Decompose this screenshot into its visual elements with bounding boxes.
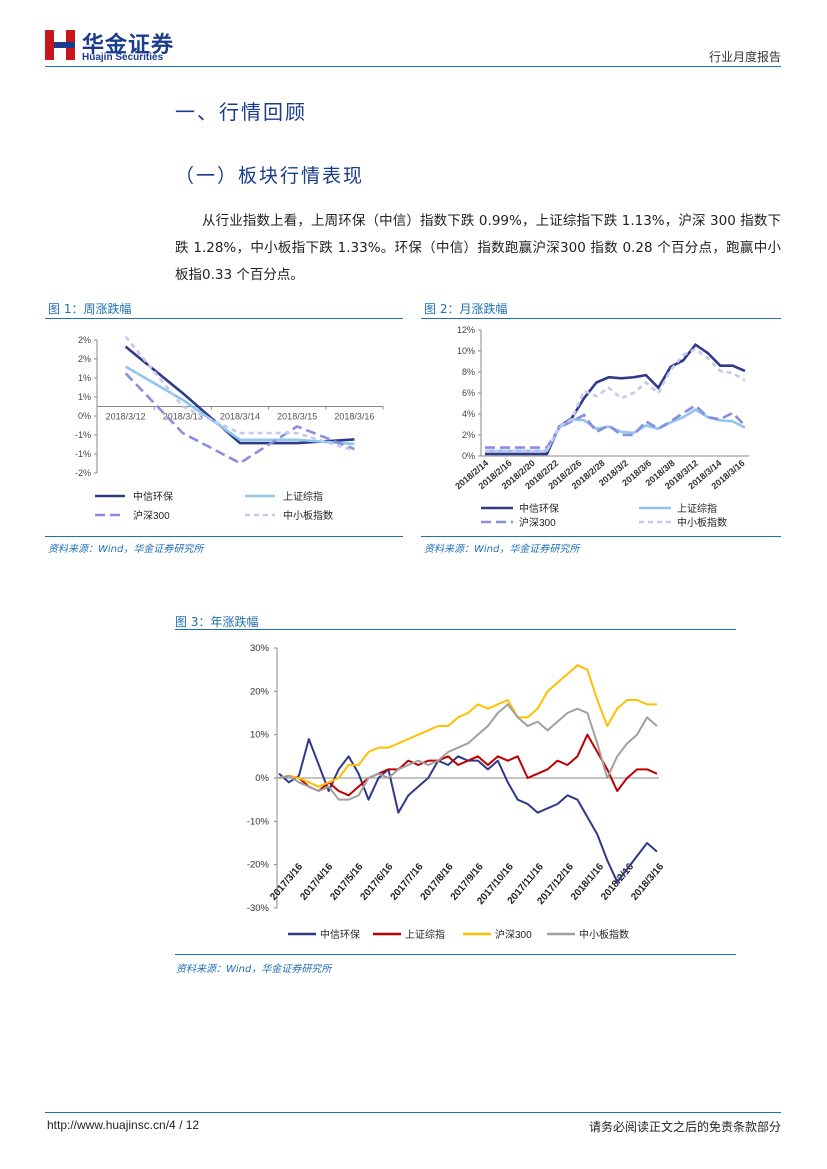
y-tick-label: 0% [462, 451, 475, 461]
y-tick-label: 2% [462, 430, 475, 440]
y-tick-label: 1% [78, 373, 91, 383]
y-tick-label: 12% [457, 325, 475, 335]
series-line [485, 347, 746, 453]
legend-label: 中信环保 [133, 490, 173, 503]
series-line [485, 342, 746, 456]
series-line [124, 335, 355, 452]
legend-label: 中信环保 [519, 502, 559, 515]
y-tick-label: 4% [462, 409, 475, 419]
logo-icon [45, 30, 75, 60]
legend-label: 中小板指数 [579, 928, 629, 941]
legend-label: 沪深300 [495, 928, 532, 941]
y-tick-label: 10% [457, 346, 475, 356]
chart-yearly: -30%-20%-10%0%10%20%30%2017/3/162017/4/1… [247, 643, 667, 941]
y-tick-label: 1% [78, 392, 91, 402]
figure-3-title: 图 3：年涨跌幅 [175, 615, 259, 629]
figure-2-bottom-line [421, 536, 781, 537]
y-tick-label: -1% [75, 430, 91, 440]
y-tick-label: 2% [78, 354, 91, 364]
series-line [278, 664, 657, 788]
footer-divider [45, 1112, 781, 1113]
report-type: 行业月度报告 [708, 50, 781, 64]
series-line [278, 733, 658, 797]
figure-3-bottom-line [175, 954, 736, 955]
x-tick-label: 2018/3/16 [629, 861, 666, 902]
y-tick-label: 0% [255, 773, 269, 784]
figure-3-top-line [175, 629, 736, 630]
y-tick-label: -2% [75, 468, 91, 478]
y-tick-label: 6% [462, 388, 475, 398]
chart-monthly: 0%2%4%6%8%10%12%2018/2/142018/2/162018/2… [453, 325, 749, 529]
series-line [124, 345, 355, 445]
legend-label: 上证综指 [677, 502, 717, 515]
y-tick-label: 8% [462, 367, 475, 377]
footer-disclaimer: 请务必阅读正文之后的免责条款部分 [588, 1120, 781, 1134]
y-tick-label: 2% [78, 335, 91, 345]
figure-2-top-line [421, 318, 781, 319]
x-tick-label: 2018/3/16 [334, 412, 374, 422]
figure-1-bottom-line [45, 536, 403, 537]
y-tick-label: -30% [247, 903, 270, 914]
y-tick-label: 30% [250, 643, 270, 654]
logo-en: Huajin Securities [82, 52, 164, 63]
subsection-heading: （一）板块行情表现 [175, 165, 365, 187]
figure-2-source: 资料来源：Wind，华金证券研究所 [424, 544, 580, 555]
y-tick-label: 0% [78, 411, 91, 421]
figure-1-source: 资料来源：Wind，华金证券研究所 [48, 544, 204, 555]
legend-label: 沪深300 [519, 516, 556, 529]
figure-2-title: 图 2：月涨跌幅 [424, 302, 508, 316]
y-tick-label: -20% [247, 860, 270, 871]
figure-3-source: 资料来源：Wind，华金证券研究所 [176, 964, 332, 975]
x-tick-label: 2018/3/13 [163, 412, 203, 422]
y-tick-label: 10% [250, 730, 270, 741]
y-tick-label: -10% [247, 816, 270, 827]
figure-1-top-line [45, 318, 403, 319]
series-line [485, 403, 746, 449]
legend-label: 上证综指 [283, 490, 323, 503]
chart-weekly: 2% 2% 1% 1% 0% -1% -1% -2% 2018/3/12 2018/3/13 201… [75, 335, 384, 522]
figure-1-title: 图 1：周涨跌幅 [48, 302, 132, 316]
x-tick-label: 2018/3/14 [220, 412, 260, 422]
legend-label: 上证综指 [405, 928, 445, 941]
series-line [278, 703, 658, 801]
x-tick-label: 2018/3/15 [277, 412, 317, 422]
footer-url[interactable]: http://www.huajinsc.cn/4 / 12 [47, 1118, 200, 1132]
legend-label: 中小板指数 [283, 509, 333, 522]
body-paragraph: 从行业指数上看，上周环保（中信）指数下跌 0.99%，上证综指下跌 1.13%，… [175, 213, 781, 283]
legend-label: 中小板指数 [677, 516, 727, 529]
section-heading: 一、行情回顾 [175, 100, 307, 124]
y-tick-label: -1% [75, 449, 91, 459]
header-divider [45, 66, 781, 67]
series-line [124, 365, 355, 446]
legend-label: 中信环保 [320, 928, 360, 941]
legend-label: 沪深300 [133, 509, 170, 522]
logo-cn: 华金证券 [82, 33, 175, 58]
x-tick-label: 2018/3/12 [106, 412, 146, 422]
y-tick-label: 20% [250, 686, 270, 697]
